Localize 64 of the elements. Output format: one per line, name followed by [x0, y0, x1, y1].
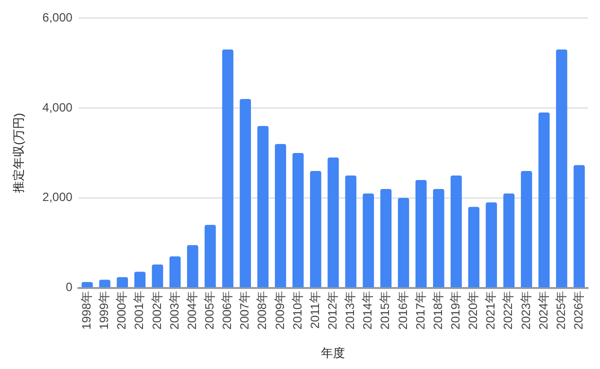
- bar: [240, 98, 251, 288]
- y-tick-label: 6,000: [42, 10, 73, 24]
- x-tick-label: 2022年: [501, 290, 516, 330]
- bar: [538, 112, 550, 288]
- bar: [574, 165, 585, 288]
- bar: [99, 280, 110, 288]
- x-tick-label: 2009年: [272, 290, 287, 330]
- x-tick-label: 2004年: [184, 290, 199, 330]
- x-tick-label: 2024年: [536, 290, 550, 330]
- x-tick-label: 2013年: [343, 290, 358, 330]
- bar: [187, 245, 198, 288]
- bar: [450, 175, 462, 288]
- x-tick-label: 2017年: [413, 290, 428, 330]
- bar: [82, 282, 93, 288]
- x-tick-label: 2000年: [114, 290, 129, 330]
- bar: [134, 272, 146, 288]
- x-tick-label: 2015年: [378, 290, 392, 330]
- bar: [152, 264, 164, 288]
- bar: [556, 49, 568, 288]
- bar: [362, 193, 374, 288]
- x-tick-label: 2012年: [326, 290, 340, 330]
- x-tick-label: 2007年: [238, 290, 252, 330]
- bar: [257, 126, 269, 288]
- bar: [169, 256, 181, 288]
- x-tick-label: 2002年: [150, 290, 164, 330]
- bar: [380, 188, 392, 288]
- bar: [292, 152, 304, 288]
- y-tick-label: 2,000: [42, 190, 73, 204]
- y-tick-label: 4,000: [42, 100, 73, 114]
- x-tick-label: 2023年: [518, 290, 533, 330]
- y-axis-title: 推定年収(万円): [12, 112, 26, 193]
- bar: [486, 202, 497, 288]
- bar: [415, 180, 427, 288]
- bar: [345, 175, 356, 288]
- x-tick-label: 2010年: [290, 290, 304, 330]
- bar: [310, 170, 322, 288]
- bar: [328, 157, 339, 288]
- x-tick-label: 2026年: [572, 290, 586, 330]
- x-tick-label: 2005年: [202, 290, 217, 330]
- x-tick-label: 2011年: [308, 290, 322, 329]
- x-tick-label: 2014年: [360, 290, 375, 330]
- x-tick-label: 2003年: [167, 290, 182, 330]
- x-tick-label: 2025年: [554, 290, 568, 330]
- bar: [398, 198, 410, 288]
- bar: [433, 188, 444, 288]
- bar: [204, 224, 216, 288]
- x-tick-label: 2008年: [255, 290, 270, 330]
- x-tick-label: 2006年: [220, 290, 234, 330]
- y-tick-label: 0: [66, 280, 73, 294]
- bar: [503, 193, 515, 288]
- x-tick-label: 2020年: [466, 290, 480, 330]
- x-tick-label: 1999年: [97, 290, 112, 330]
- bar: [222, 49, 234, 288]
- x-tick-label: 2019年: [448, 290, 463, 330]
- x-tick-label: 2016年: [396, 290, 410, 330]
- bar: [274, 144, 286, 288]
- x-tick-label: 2021年: [484, 290, 498, 330]
- bar: [468, 206, 480, 288]
- x-tick-label: 2001年: [132, 290, 146, 330]
- x-tick-label: 1998年: [80, 290, 94, 330]
- x-axis-title: 年度: [321, 346, 346, 360]
- bar: [116, 277, 128, 288]
- x-tick-label: 2018年: [430, 290, 445, 330]
- bar: [520, 170, 532, 288]
